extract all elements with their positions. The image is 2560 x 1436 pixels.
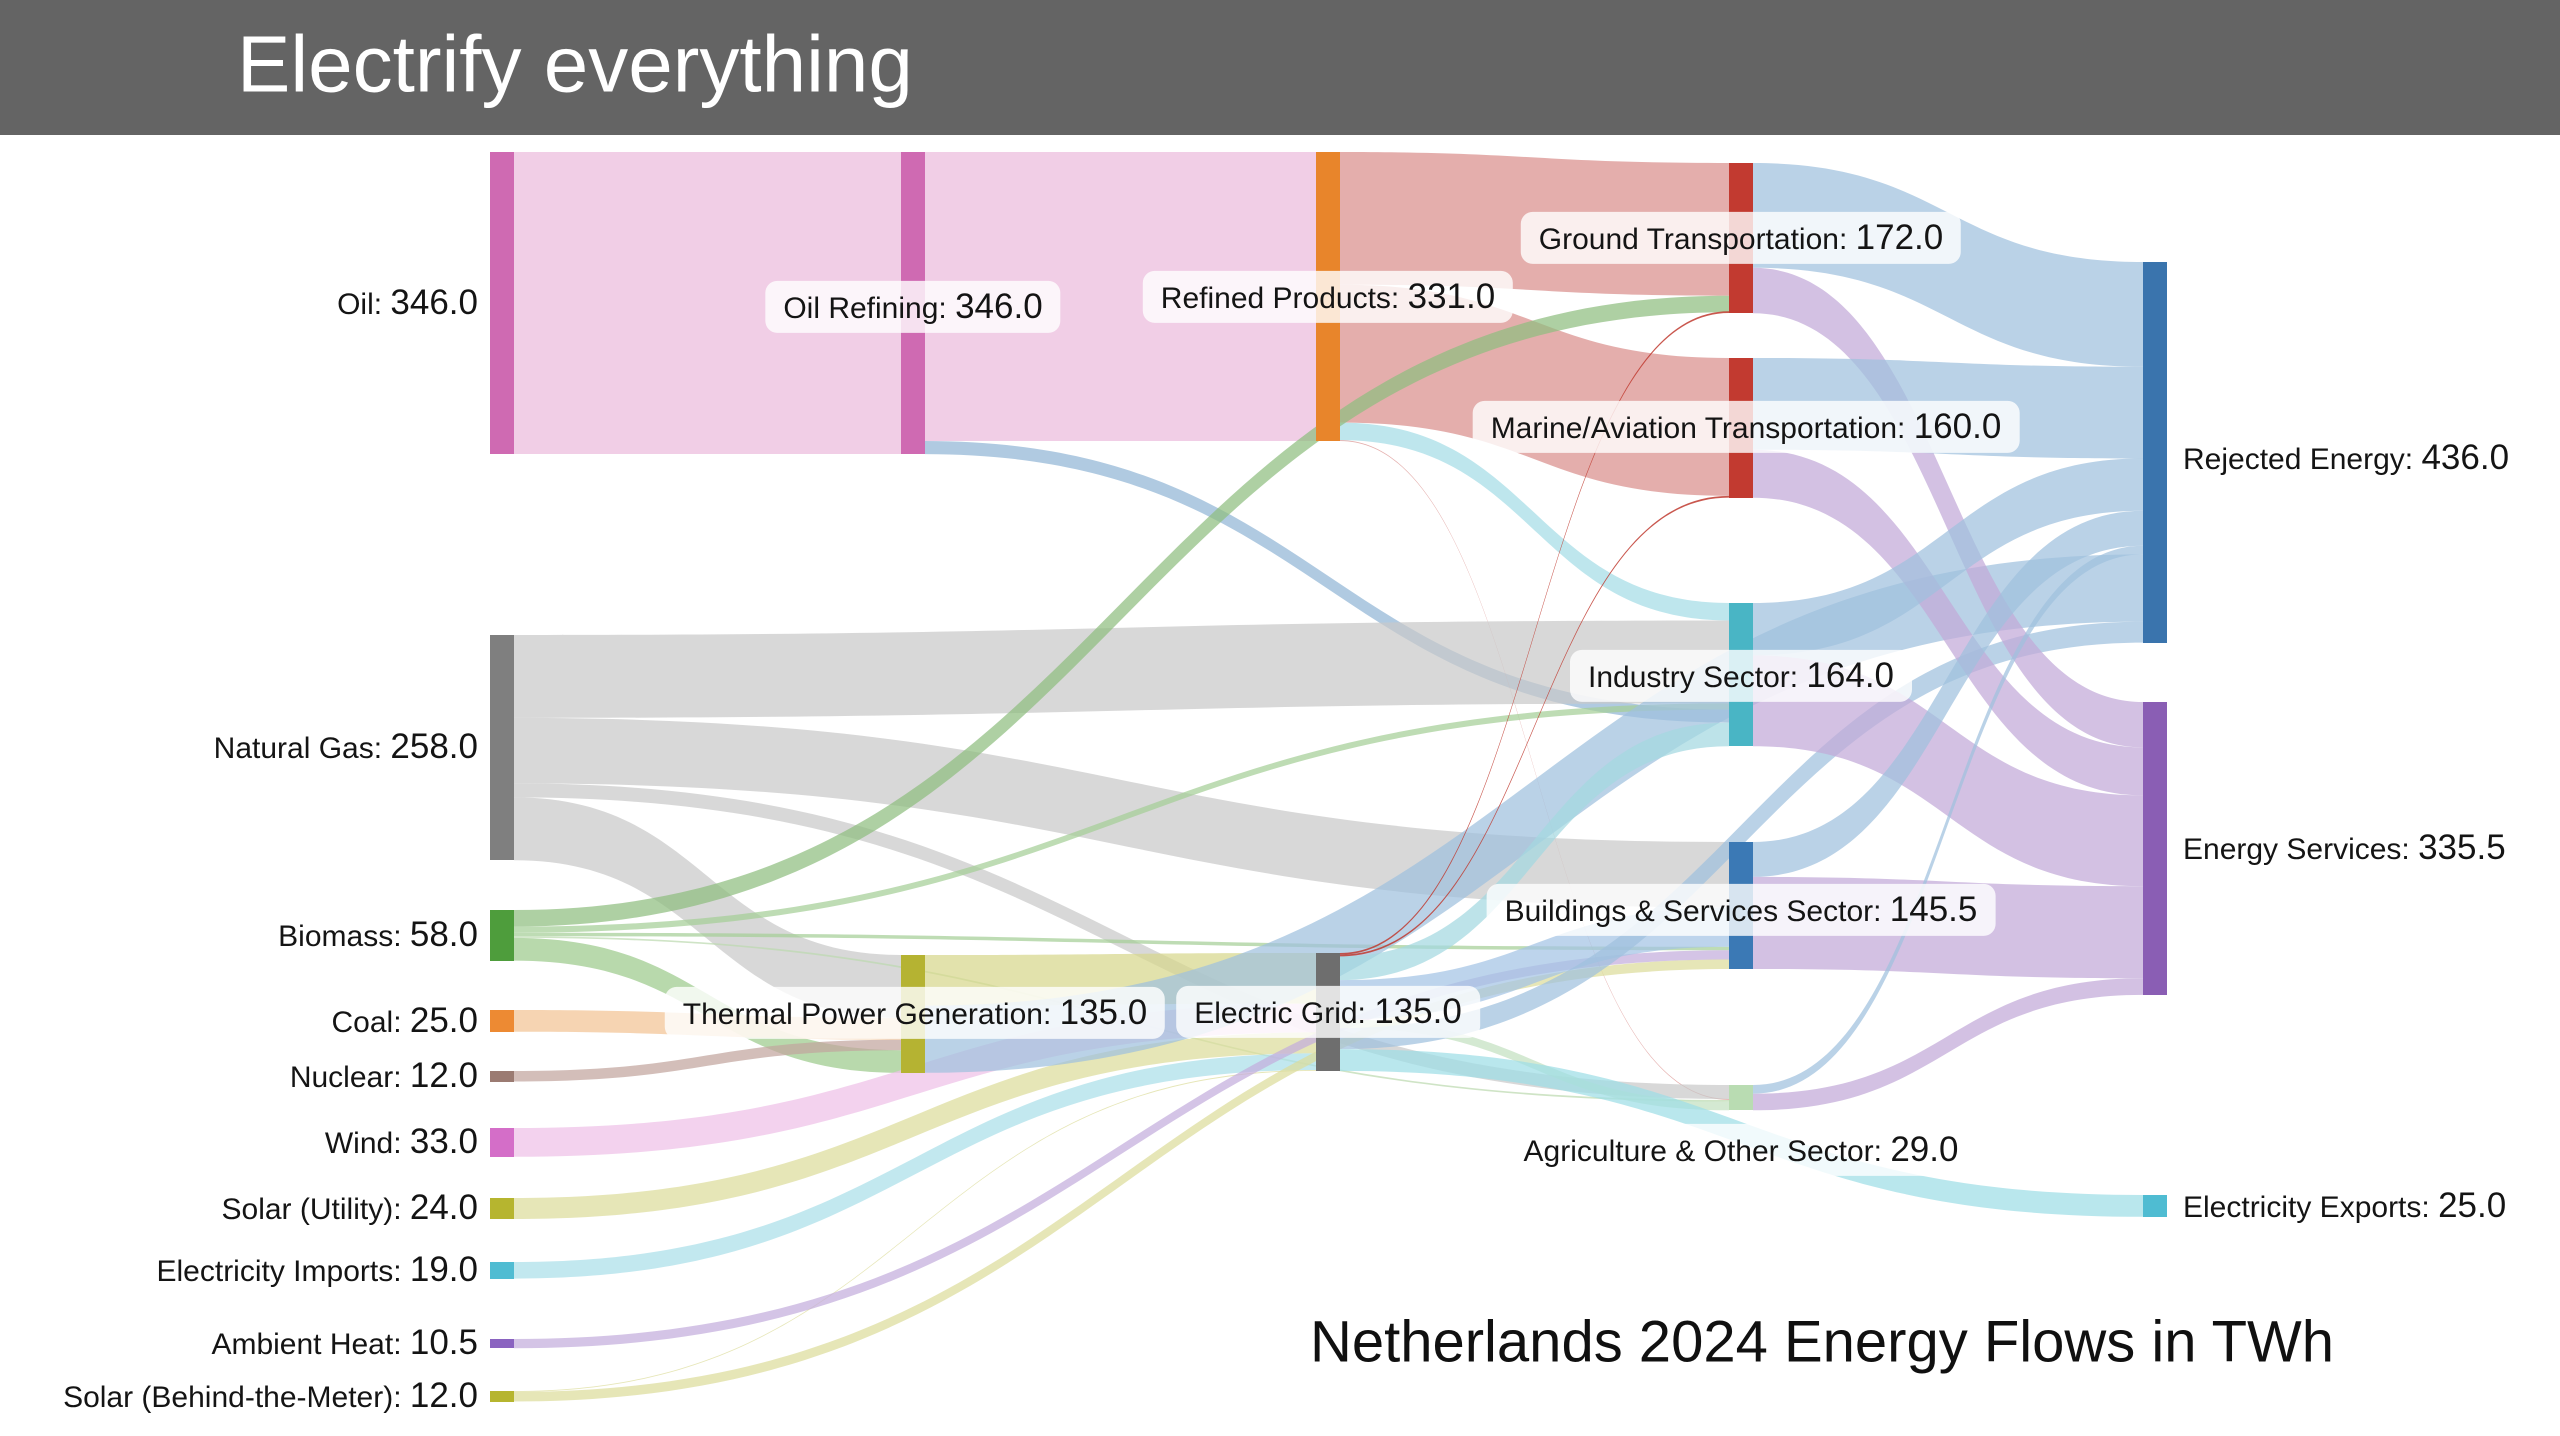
flow-industry-to-rejected [1753, 458, 2143, 656]
page-title: Electrify everything [237, 18, 913, 108]
node-solar_btm [490, 1391, 514, 1402]
flow-natural_gas-to-industry [514, 620, 1729, 718]
flow-electric_grid-to-rejected [1340, 621, 2143, 1050]
node-ground_transport [1729, 163, 1753, 313]
flow-ambient_heat-to-buildings [514, 950, 1729, 1349]
flow-agriculture-to-rejected [1753, 545, 2143, 1094]
flow-ground_transport-to-services [1753, 267, 2143, 748]
node-refined_products [1316, 152, 1340, 441]
node-agriculture [1729, 1085, 1753, 1110]
flow-biomass-to-industry [514, 703, 1729, 933]
flow-industry-to-services [1753, 655, 2143, 887]
flow-tpg-to-rejected [925, 554, 2143, 1073]
flow-nuclear-to-tpg [514, 1039, 901, 1082]
node-marine_aviation [1729, 358, 1753, 498]
node-tpg [901, 955, 925, 1073]
flow-electricity_imports-to-electric_grid [514, 1053, 1316, 1279]
flow-buildings-to-rejected [1753, 510, 2143, 877]
node-services [2143, 702, 2167, 995]
node-natural_gas [490, 635, 514, 860]
flow-marine_aviation-to-rejected [1753, 358, 2143, 459]
flow-electric_grid-to-ground_transport [1340, 311, 1729, 955]
flow-electric_grid-to-marine_aviation [1340, 495, 1729, 957]
flow-biomass-to-ground_transport [514, 295, 1729, 927]
flow-electric_grid-to-industry [1340, 722, 1729, 981]
node-buildings [1729, 842, 1753, 969]
node-ambient_heat [490, 1339, 514, 1348]
node-exports [2143, 1195, 2167, 1217]
node-biomass [490, 910, 514, 961]
flow-oil_refining-to-refined_products [925, 152, 1316, 441]
flow-marine_aviation-to-services [1753, 449, 2143, 796]
flow-oil_refining-to-industry [925, 441, 1729, 723]
flow-ground_transport-to-rejected [1753, 163, 2143, 367]
node-wind [490, 1128, 514, 1157]
node-oil [490, 152, 514, 454]
node-oil_refining [901, 152, 925, 454]
node-industry [1729, 603, 1753, 746]
flow-coal-to-tpg [514, 1010, 901, 1040]
title-bar: Electrify everything [0, 0, 2560, 135]
flow-solar_btm-to-electric_grid [514, 1070, 1316, 1392]
node-electricity_imports [490, 1262, 514, 1279]
node-rejected [2143, 262, 2167, 643]
flow-buildings-to-services [1753, 876, 2143, 979]
node-solar_utility [490, 1198, 514, 1219]
flow-solar_btm-to-buildings [514, 959, 1729, 1402]
flow-solar_utility-to-electric_grid [514, 1032, 1316, 1219]
flow-refined_products-to-industry [1340, 422, 1729, 621]
node-electric_grid [1316, 953, 1340, 1071]
flow-refined_products-to-agriculture [1340, 440, 1729, 1100]
flow-oil-to-oil_refining [514, 152, 901, 454]
node-nuclear [490, 1071, 514, 1082]
flow-refined_products-to-ground_transport [1340, 152, 1729, 296]
flow-electric_grid-to-exports [1340, 1049, 2143, 1217]
node-coal [490, 1010, 514, 1032]
chart-caption: Netherlands 2024 Energy Flows in TWh [1309, 1309, 2335, 1375]
flow-agriculture-to-services [1753, 978, 2143, 1111]
flow-natural_gas-to-tpg [514, 797, 901, 1018]
